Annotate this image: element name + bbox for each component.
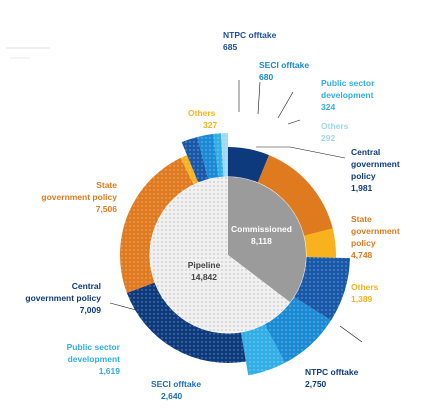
label-state-left: State government policy 7,506 <box>41 180 117 214</box>
outer-slice-texture-11 <box>213 133 224 178</box>
label-public-top-name-line1: Public sector <box>321 78 375 88</box>
leader-line-ntpc-bottom <box>339 325 363 343</box>
outer-slice-texture-6 <box>126 282 246 363</box>
leader-line-central-left <box>109 302 137 311</box>
label-ntpc-bottom-value: 2,750 <box>305 379 327 389</box>
label-pipeline-value: 14,842 <box>191 272 217 282</box>
label-others-left: Others 327 <box>188 108 217 130</box>
inner-slice-texture-pipeline <box>150 177 291 333</box>
outer-slice-texture-9 <box>181 136 209 183</box>
outer-slice-commissioned-state-government-policy-1 <box>257 155 333 236</box>
outer-ring <box>120 133 350 376</box>
label-seci-top-name: SECI offtake <box>259 60 309 70</box>
label-seci-top: SECI offtake 680 <box>259 60 309 82</box>
label-commissioned: Commissioned 8,118 <box>231 224 292 246</box>
label-public-left: Public sector development 1,619 <box>67 342 121 376</box>
label-central-right-name-line2: government <box>351 159 400 169</box>
label-state-left-name-line1: State <box>96 180 117 190</box>
label-state-right-name-line1: State <box>351 214 372 224</box>
label-public-left-name-line2: development <box>68 354 121 364</box>
leader-line-others-top <box>287 119 301 125</box>
outer-slice-texture-4 <box>264 296 331 363</box>
label-central-left: Central government policy 7,009 <box>25 281 101 315</box>
label-central-right: Central government policy 1,981 <box>351 147 400 193</box>
label-central-left-name-line1: Central <box>72 281 101 291</box>
label-central-right-value: 1,981 <box>351 183 373 193</box>
label-state-left-value: 7,506 <box>96 204 118 214</box>
label-pipeline: Pipeline 14,842 <box>188 260 221 282</box>
label-others-right-value: 1,389 <box>351 294 373 304</box>
label-state-right-name-line2: government <box>351 226 400 236</box>
label-central-left-name-line2: government policy <box>25 293 101 303</box>
label-commissioned-value: 8,118 <box>251 236 272 246</box>
label-others-top-value: 292 <box>321 133 335 143</box>
label-central-right-name-line3: policy <box>351 171 376 181</box>
label-central-right-name-line1: Central <box>351 147 380 157</box>
label-others-right-name: Others <box>351 282 379 292</box>
label-central-left-value: 7,009 <box>80 305 102 315</box>
leader-line-seci-top <box>257 81 261 115</box>
inner-ring <box>150 177 307 333</box>
label-public-left-name-line1: Public sector <box>67 342 121 352</box>
outer-slice-texture-12 <box>220 133 228 178</box>
outer-slice-texture-10 <box>197 133 219 180</box>
label-seci-top-value: 680 <box>259 72 273 82</box>
label-others-top: Others 292 <box>321 121 349 143</box>
label-others-top-name: Others <box>321 121 349 131</box>
label-ntpc-top-name: NTPC offtake <box>223 30 277 40</box>
label-state-right: State government policy 4,748 <box>351 214 400 260</box>
outer-slice-texture-8 <box>180 155 199 185</box>
inner-slice-commissioned <box>228 177 307 303</box>
label-public-top-name-line2: development <box>321 90 374 100</box>
label-others-right: Others 1,389 <box>351 282 379 304</box>
leader-line-central-right-2 <box>289 146 346 159</box>
label-others-left-value: 327 <box>203 120 217 130</box>
label-commissioned-name: Commissioned <box>231 224 292 234</box>
leader-line-public-top <box>277 91 294 119</box>
label-state-right-value: 4,748 <box>351 250 373 260</box>
label-pipeline-name: Pipeline <box>188 260 221 270</box>
leader-lines <box>109 80 363 343</box>
label-public-top-value: 324 <box>321 102 335 112</box>
outer-slice-texture-7 <box>120 157 194 293</box>
label-seci-bottom-name: SECI offtake <box>151 379 201 389</box>
label-seci-bottom: SECI offtake 2,640 <box>151 379 201 401</box>
label-ntpc-top: NTPC offtake 685 <box>223 30 277 52</box>
outer-slice-texture-5 <box>240 323 285 376</box>
label-state-left-name-line2: government policy <box>41 192 117 202</box>
label-ntpc-top-value: 685 <box>223 42 237 52</box>
label-public-left-value: 1,619 <box>99 366 121 376</box>
label-seci-bottom-value: 2,640 <box>161 391 183 401</box>
label-ntpc-bottom: NTPC offtake 2,750 <box>305 367 359 389</box>
label-ntpc-bottom-name: NTPC offtake <box>305 367 359 377</box>
outer-slice-texture-3 <box>293 257 350 321</box>
outer-slice-commissioned-central-government-policy-0 <box>228 147 270 183</box>
label-state-right-name-line3: policy <box>351 238 376 248</box>
label-public-top: Public sector development 324 <box>321 78 375 112</box>
outer-slice-commissioned-others-2 <box>303 228 337 258</box>
label-others-left-name: Others <box>188 108 216 118</box>
